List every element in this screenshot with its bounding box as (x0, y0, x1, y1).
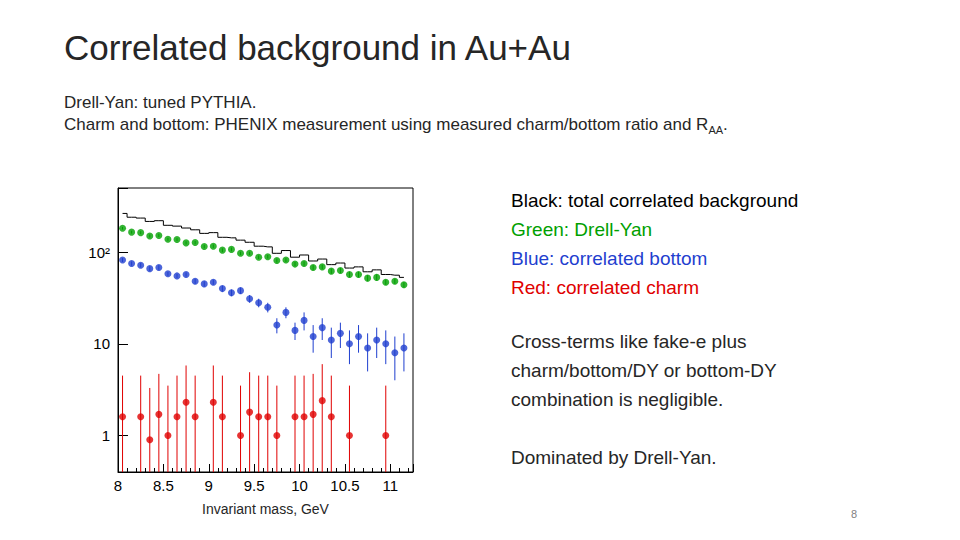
svg-text:Invariant mass, GeV: Invariant mass, GeV (202, 501, 329, 517)
html-text:Drell-Yan: tuned PYTHIA.: Drell-Yan: tuned PYTHIA. (64, 93, 257, 112)
html-text:Cross-terms like fake-e plus: Cross-terms like fake-e plus (511, 331, 747, 352)
svg-text:1: 1 (102, 427, 110, 444)
html-text:Blue: correlated bottom: Blue: correlated bottom (511, 248, 708, 269)
svg-text:11: 11 (383, 477, 399, 494)
svg-text:10.5: 10.5 (330, 477, 359, 494)
html-text:charm/bottom/DY or bottom-DY: charm/bottom/DY or bottom-DY (511, 360, 777, 381)
html-text:Correlated background in Au+Au: Correlated background in Au+Au (64, 28, 571, 67)
svg-text:8: 8 (114, 477, 122, 494)
svg-text:10: 10 (291, 477, 308, 494)
html-text:Dominated by Drell-Yan.: Dominated by Drell-Yan. (511, 447, 717, 468)
svg-text:9: 9 (205, 477, 213, 494)
svg-text:10: 10 (93, 335, 110, 352)
html-text:Red: correlated charm: Red: correlated charm (511, 277, 699, 298)
html-text:8: 8 (851, 508, 858, 520)
html-text:Charm and bottom: PHENIX measu: Charm and bottom: PHENIX measurement usi… (64, 115, 728, 137)
svg-text:9.5: 9.5 (244, 477, 265, 494)
html-text:Black: total correlated backgr: Black: total correlated background (511, 190, 799, 211)
html-text:Green: Drell-Yan: Green: Drell-Yan (511, 219, 653, 240)
svg-text:10²: 10² (88, 244, 110, 261)
svg-text:8.5: 8.5 (153, 477, 174, 494)
html-text:combination is negligible.: combination is negligible. (511, 389, 724, 410)
